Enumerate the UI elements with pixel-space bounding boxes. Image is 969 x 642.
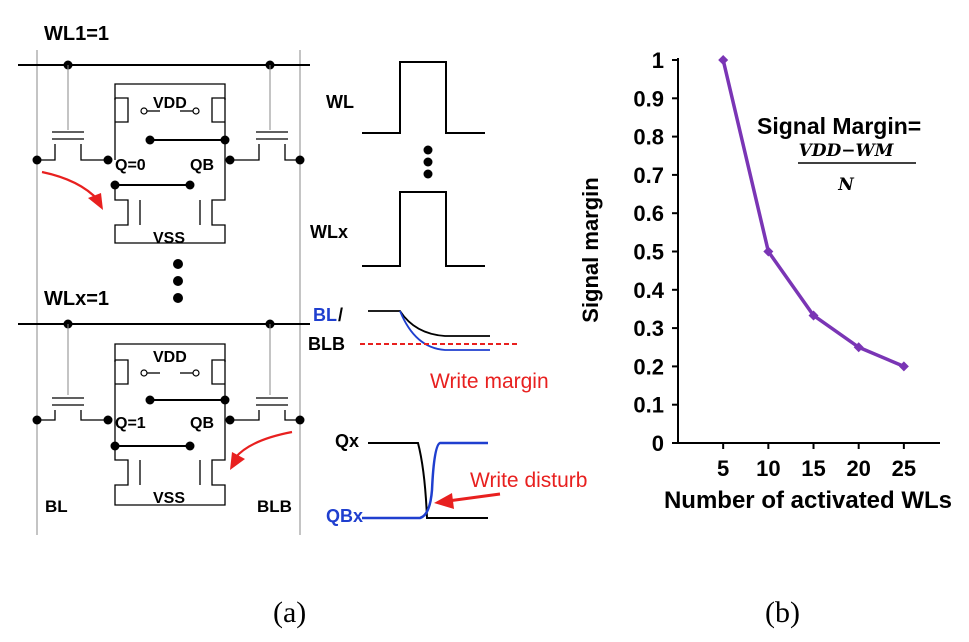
wl-pulse	[362, 61, 485, 134]
current-arrow-2	[234, 430, 293, 459]
bl-curve	[399, 310, 490, 351]
qbx-wave	[362, 441, 488, 520]
bl-label: BL	[45, 497, 68, 516]
qx-label: Qx	[335, 431, 359, 451]
bl-slash: /	[338, 305, 343, 325]
bl-wave-label: BL	[313, 305, 337, 325]
y-tick-label: 0.9	[633, 86, 664, 111]
y-tick-group: 0 0.1 0.2 0.3 0.4 0.5 0.6 0.7 0.8 0.9 1	[633, 48, 678, 456]
cell2-vdd: VDD	[153, 349, 187, 366]
x-tick-group: 5 10 15 20 25	[717, 443, 916, 481]
x-tick-label: 5	[717, 456, 729, 481]
blb-label: BLB	[257, 497, 292, 516]
current-arrow-1	[41, 170, 99, 201]
x-tick-label: 15	[801, 456, 825, 481]
formula-title: Signal Margin=	[757, 113, 921, 139]
data-point-marker	[718, 55, 729, 65]
y-tick-label: 0	[652, 431, 664, 456]
y-tick-label: 0.3	[633, 316, 664, 341]
y-tick-label: 0.6	[633, 201, 664, 226]
x-tick-label: 25	[892, 456, 916, 481]
blb-curve	[368, 310, 490, 337]
write-disturb-arrow	[447, 492, 501, 503]
caption-b: (b)	[765, 596, 800, 629]
data-point-marker	[898, 361, 909, 372]
data-point-marker	[808, 310, 819, 321]
waveforms: WL WLx BL / BLB Write margin Qx QBx Writ…	[308, 61, 587, 526]
caption-a: (a)	[273, 596, 306, 629]
sram-circuit: WL1=1 VDD Q=0 QB VS	[18, 23, 310, 535]
data-point-marker	[763, 246, 774, 257]
cell2-q: Q=1	[115, 415, 146, 432]
cell1-vdd: VDD	[153, 95, 187, 112]
qx-wave	[368, 442, 488, 519]
write-margin-label: Write margin	[430, 370, 549, 393]
y-tick-label: 0.7	[633, 163, 664, 188]
y-tick-label: 0.8	[633, 125, 664, 150]
x-tick-label: 10	[756, 456, 780, 481]
cell1-vss: VSS	[153, 230, 185, 247]
wlx-label: WLx=1	[44, 288, 109, 310]
y-tick-label: 0.1	[633, 393, 664, 418]
signal-margin-chart: 00.10.20.30.40.50.60.70.80.91 5 10 15 20 25 …	[578, 48, 952, 514]
cell2-qb: QB	[190, 415, 214, 432]
cell2-vss: VSS	[153, 490, 185, 507]
x-axis-label: Number of activated WLs	[664, 487, 952, 514]
wlx-wave-label: WLx	[310, 222, 348, 242]
wl-wave-label: WL	[326, 92, 354, 112]
cell1-qb: QB	[190, 157, 214, 174]
wlx-pulse	[362, 191, 485, 267]
y-tick-label: 1	[652, 48, 664, 73]
formula-denominator: N	[837, 175, 855, 195]
wl1-label: WL1=1	[44, 23, 109, 45]
blb-wave-label: BLB	[308, 334, 345, 354]
series-points	[718, 55, 909, 372]
formula-numerator: VDD−WM	[799, 141, 895, 161]
y-tick-label: 0.2	[633, 354, 664, 379]
cell1-q: Q=0	[115, 157, 146, 174]
qbx-label: QBx	[326, 506, 363, 526]
write-disturb-label: Write disturb	[470, 469, 587, 492]
y-tick-label: 0.4	[633, 278, 664, 303]
y-axis-label: Signal margin	[578, 177, 603, 322]
y-tick-label: 0.5	[633, 240, 664, 265]
data-point-marker	[853, 342, 864, 353]
x-tick-label: 20	[846, 456, 870, 481]
